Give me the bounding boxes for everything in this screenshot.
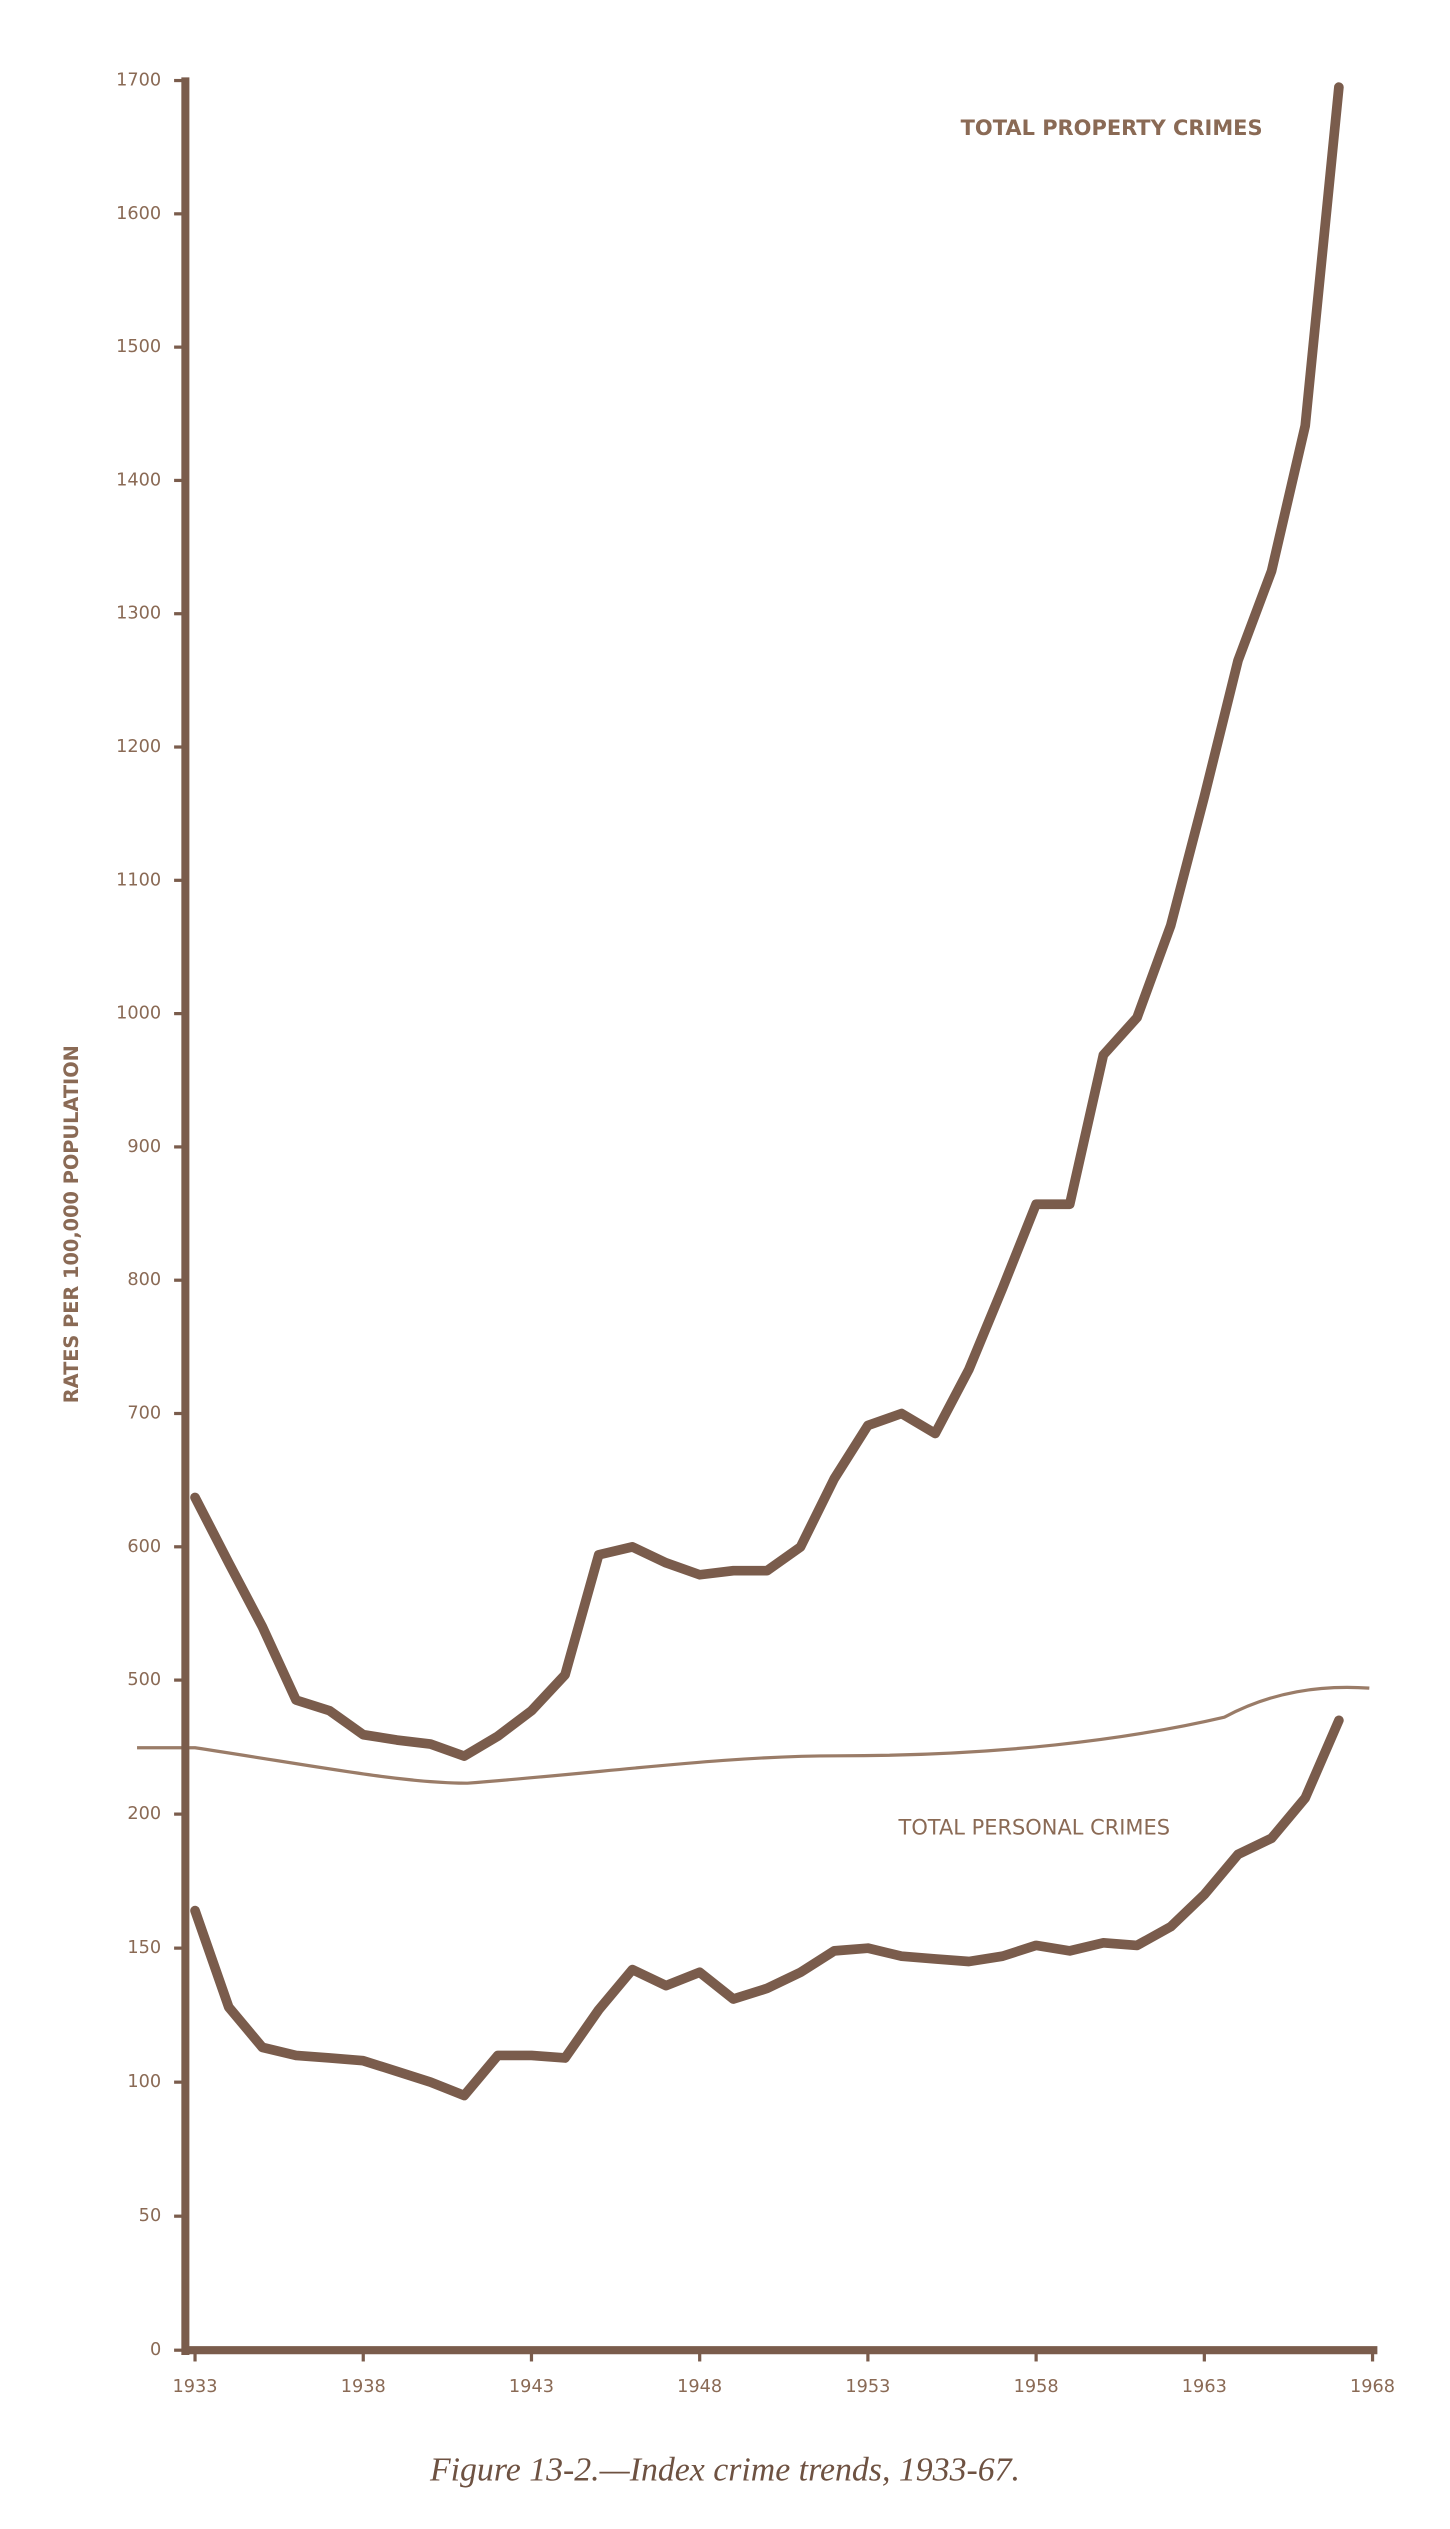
y-tick-label: 1500 (116, 337, 161, 357)
y-tick-label: 1000 (116, 1004, 161, 1024)
y-axis-label: RATES PER 100,000 POPULATION (60, 1045, 83, 1403)
caption: Figure 13-2.—Index crime trends, 1933-67… (429, 2451, 1020, 2488)
y-tick-label: 1700 (116, 71, 161, 91)
annotation: TOTAL PROPERTY CRIMES (961, 116, 1263, 140)
annotation: TOTAL PERSONAL CRIMES (898, 1815, 1170, 1839)
y-tick-label: 600 (127, 1537, 161, 1557)
y-tick-label: 100 (127, 2072, 161, 2092)
y-tick-label: 700 (127, 1404, 161, 1424)
y-tick-label: 1300 (116, 604, 161, 624)
data-line (190, 82, 1344, 1761)
x-tick-label: 1968 (1350, 2377, 1395, 2397)
x-tick-label: 1958 (1014, 2377, 1059, 2397)
scale-break-line (137, 1685, 1370, 1785)
x-tick-label: 1938 (341, 2377, 386, 2397)
x-tick-label: 1943 (509, 2377, 554, 2397)
x-tick-label: 1963 (1182, 2377, 1227, 2397)
y-tick-label: 1600 (116, 204, 161, 224)
y-tick-label: 900 (127, 1137, 161, 1157)
y-tick-label: 1100 (116, 870, 161, 890)
y-tick-label: 150 (127, 1938, 161, 1958)
y-tick-label: 50 (139, 2206, 162, 2226)
x-tick-label: 1953 (845, 2377, 890, 2397)
y-tick-label: 1400 (116, 470, 161, 490)
y-tick-label: 1200 (116, 737, 161, 757)
x-tick-label: 1948 (677, 2377, 722, 2397)
data-line (190, 1715, 1344, 2101)
y-tick-label: 500 (127, 1670, 161, 1690)
x-tick-label: 1933 (173, 2377, 218, 2397)
y-tick-label: 0 (150, 2340, 161, 2360)
y-tick-label: 200 (127, 1804, 161, 1824)
y-tick-label: 800 (127, 1270, 161, 1290)
